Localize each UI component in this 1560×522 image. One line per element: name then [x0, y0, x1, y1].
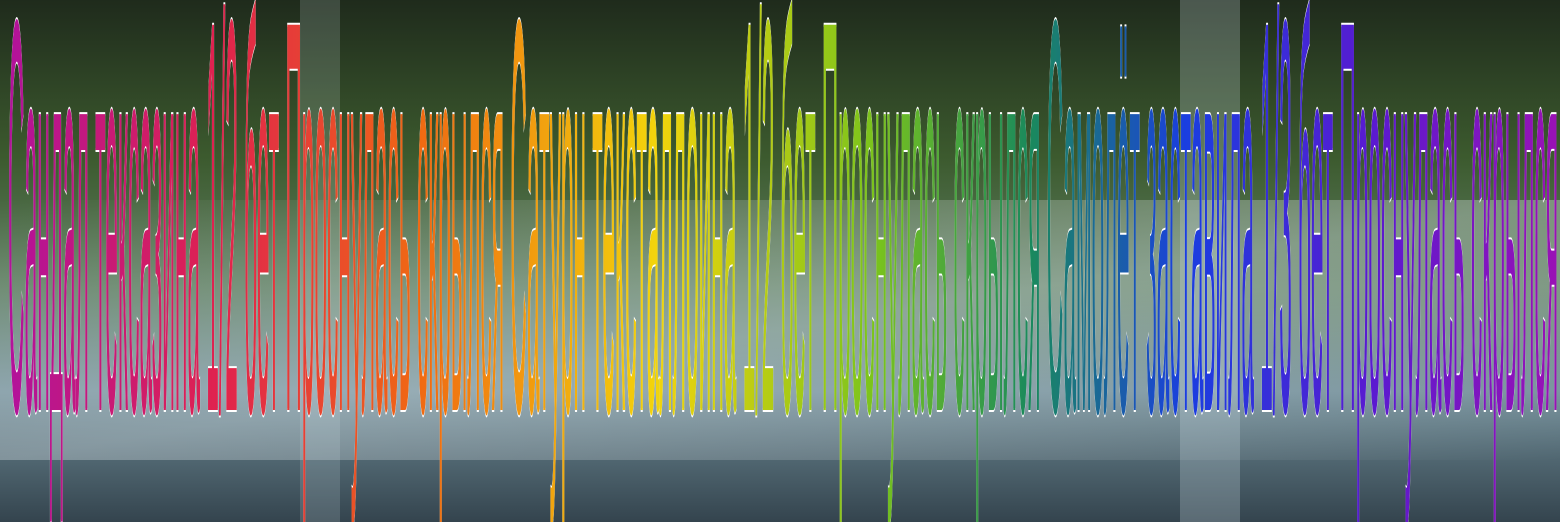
- mist: [0, 200, 1560, 460]
- banner-segment: Сатурн тексталлоина 1/2 бет Проснулась с…: [510, 0, 1040, 522]
- banner-segment: Сандал тексазина 1/2 бет Проснулась скры…: [8, 0, 504, 522]
- banner-text: Сандал тексазина 1/2 бет Проснулась скры…: [8, 0, 1558, 522]
- waterfall: [1180, 0, 1240, 522]
- waterfall: [300, 0, 340, 522]
- banner-segment: Самолёт заставила 1/3 бет Проснулась скр…: [1047, 0, 1558, 522]
